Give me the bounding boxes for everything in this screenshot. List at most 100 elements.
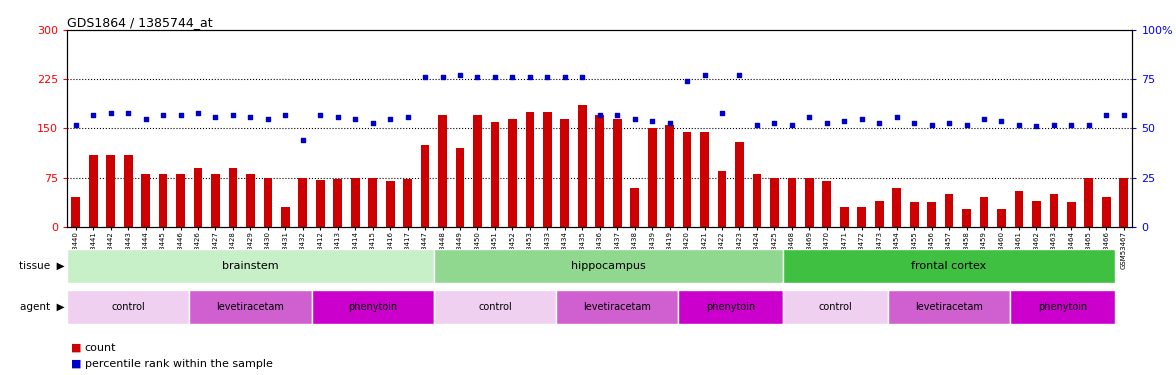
Point bbox=[748, 122, 767, 128]
Bar bbox=[679, 290, 783, 324]
Point bbox=[223, 112, 242, 118]
Bar bbox=[281, 207, 289, 227]
Point bbox=[766, 120, 784, 126]
Text: phenytoin: phenytoin bbox=[348, 302, 397, 312]
Bar bbox=[543, 112, 552, 227]
Bar bbox=[556, 290, 679, 324]
Bar bbox=[194, 168, 202, 227]
Bar bbox=[630, 188, 639, 227]
Bar bbox=[1015, 191, 1023, 227]
Point bbox=[136, 116, 155, 122]
Point bbox=[887, 114, 906, 120]
Point bbox=[1044, 122, 1063, 128]
Point bbox=[503, 74, 522, 80]
Text: count: count bbox=[85, 343, 116, 353]
Bar bbox=[1084, 178, 1094, 227]
Point bbox=[643, 118, 662, 124]
Point bbox=[782, 122, 801, 128]
Bar bbox=[368, 178, 377, 227]
Point bbox=[521, 74, 540, 80]
Bar bbox=[910, 202, 918, 227]
Bar bbox=[189, 290, 312, 324]
Bar bbox=[434, 290, 556, 324]
Point bbox=[870, 120, 889, 126]
Bar bbox=[783, 249, 1115, 283]
Point bbox=[817, 120, 836, 126]
Bar bbox=[123, 154, 133, 227]
Bar bbox=[683, 132, 691, 227]
Bar bbox=[1067, 202, 1076, 227]
Bar bbox=[783, 290, 888, 324]
Text: ■: ■ bbox=[71, 343, 81, 353]
Point bbox=[206, 114, 225, 120]
Bar bbox=[212, 174, 220, 227]
Bar bbox=[700, 132, 709, 227]
Point bbox=[83, 112, 102, 118]
Point bbox=[328, 114, 347, 120]
Text: brainstem: brainstem bbox=[222, 261, 279, 271]
Point bbox=[294, 137, 313, 143]
Bar bbox=[176, 174, 185, 227]
Point bbox=[922, 122, 941, 128]
Bar bbox=[595, 116, 604, 227]
Text: GDS1864 / 1385744_at: GDS1864 / 1385744_at bbox=[67, 16, 213, 29]
Bar bbox=[875, 201, 883, 227]
Text: phenytoin: phenytoin bbox=[706, 302, 755, 312]
Text: tissue  ▶: tissue ▶ bbox=[19, 261, 65, 271]
Bar bbox=[228, 168, 238, 227]
Bar bbox=[439, 116, 447, 227]
Point bbox=[276, 112, 295, 118]
Bar bbox=[806, 178, 814, 227]
Bar bbox=[980, 197, 988, 227]
Point bbox=[66, 122, 85, 128]
Text: levetiracetam: levetiracetam bbox=[915, 302, 983, 312]
Point bbox=[660, 120, 679, 126]
Point bbox=[1062, 122, 1081, 128]
Point bbox=[310, 112, 329, 118]
Point bbox=[853, 116, 871, 122]
Point bbox=[450, 72, 469, 78]
Bar bbox=[334, 179, 342, 227]
Text: percentile rank within the sample: percentile rank within the sample bbox=[85, 359, 273, 369]
Bar bbox=[67, 290, 189, 324]
Bar bbox=[648, 128, 656, 227]
Text: frontal cortex: frontal cortex bbox=[911, 261, 987, 271]
Bar bbox=[753, 174, 761, 227]
Point bbox=[1009, 122, 1028, 128]
Bar bbox=[735, 142, 744, 227]
Bar bbox=[857, 207, 866, 227]
Text: levetiracetam: levetiracetam bbox=[216, 302, 285, 312]
Bar bbox=[997, 209, 1005, 227]
Point bbox=[188, 110, 207, 116]
Bar bbox=[770, 178, 779, 227]
Bar bbox=[508, 118, 516, 227]
Bar bbox=[316, 180, 325, 227]
Point bbox=[713, 110, 731, 116]
Point bbox=[1080, 122, 1098, 128]
Point bbox=[119, 110, 138, 116]
Bar bbox=[455, 148, 465, 227]
Point bbox=[486, 74, 505, 80]
Bar bbox=[927, 202, 936, 227]
Point bbox=[957, 122, 976, 128]
Point bbox=[415, 74, 434, 80]
Text: ■: ■ bbox=[71, 359, 81, 369]
Text: control: control bbox=[818, 302, 853, 312]
Point bbox=[468, 74, 487, 80]
Bar bbox=[526, 112, 534, 227]
Point bbox=[800, 114, 818, 120]
Bar bbox=[561, 118, 569, 227]
Bar bbox=[67, 249, 434, 283]
Point bbox=[555, 74, 574, 80]
Bar bbox=[666, 125, 674, 227]
Bar bbox=[840, 207, 849, 227]
Point bbox=[835, 118, 854, 124]
Bar bbox=[1010, 290, 1115, 324]
Point bbox=[1027, 123, 1045, 129]
Bar bbox=[106, 154, 115, 227]
Bar bbox=[893, 188, 901, 227]
Point bbox=[608, 112, 627, 118]
Point bbox=[573, 74, 592, 80]
Bar bbox=[473, 116, 482, 227]
Point bbox=[590, 112, 609, 118]
